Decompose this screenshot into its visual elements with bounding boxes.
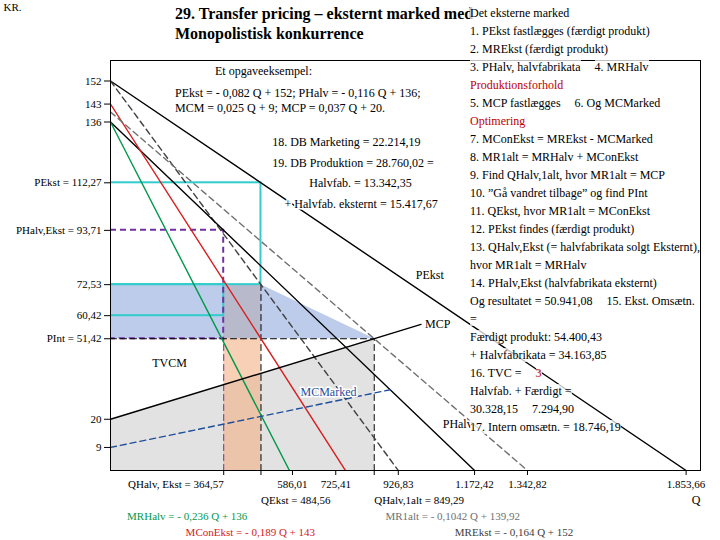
- svg-text:1.172,42: 1.172,42: [455, 478, 494, 490]
- svg-text:72,53: 72,53: [77, 278, 102, 290]
- svg-text:725,41: 725,41: [321, 478, 351, 490]
- html-text:7.294,90: 7.294,90: [532, 402, 574, 416]
- html-text:7. MConEkst = MREkst - MCMarke: 7. MConEkst = MREkst - MCMarked: [470, 132, 653, 146]
- svg-text:+ Halvfab. eksternt = 15.417,6: + Halvfab. eksternt = 15.417,67: [285, 197, 438, 211]
- svg-text:18. DB Marketing = 22.214,19: 18. DB Marketing = 22.214,19: [272, 135, 420, 149]
- html-text:5. MCP fastlægges: 5. MCP fastlægges: [470, 96, 561, 110]
- svg-text:PEkst: PEkst: [416, 268, 445, 282]
- svg-text:1.853,66: 1.853,66: [667, 478, 706, 490]
- html-text:10. ”Gå vandret tilbage” og fi: 10. ”Gå vandret tilbage” og find PInt: [470, 186, 648, 200]
- svg-text:Q: Q: [692, 493, 701, 507]
- svg-text:QHalv, Ekst = 364,57: QHalv, Ekst = 364,57: [128, 478, 224, 490]
- svg-text:20: 20: [91, 413, 103, 425]
- html-text:6. Og MCMarked: 6. Og MCMarked: [574, 96, 661, 110]
- html-text:Færdigt produkt: 54.400,43: Færdigt produkt: 54.400,43: [470, 330, 602, 344]
- svg-text:MRHalv = - 0,236 Q + 136: MRHalv = - 0,236 Q + 136: [127, 510, 248, 522]
- svg-text:MCMarked: MCMarked: [300, 385, 356, 399]
- svg-text:1.342,82: 1.342,82: [508, 478, 547, 490]
- html-text:3: 3: [535, 366, 542, 380]
- svg-text:PInt = 51,42: PInt = 51,42: [47, 332, 102, 344]
- html-text:Og resultatet = 50.941,08: Og resultatet = 50.941,08: [470, 294, 593, 308]
- svg-text:586,01: 586,01: [277, 478, 307, 490]
- svg-text:TVCM: TVCM: [152, 356, 187, 370]
- html-text:Det eksterne marked: Det eksterne marked: [470, 6, 570, 20]
- html-text:Et opgaveeksempel:: Et opgaveeksempel:: [215, 64, 312, 78]
- html-text:12. PEkst findes (færdigt prod: 12. PEkst findes (færdigt produkt): [470, 222, 635, 236]
- svg-text:60,42: 60,42: [77, 309, 102, 321]
- html-text:PEkst = - 0,082 Q + 152; PHalv: PEkst = - 0,082 Q + 152; PHalv = - 0,116…: [175, 86, 421, 115]
- html-text:3. PHalv, halvfabrikata: 3. PHalv, halvfabrikata: [470, 60, 581, 74]
- svg-text:PHalv,Ekst = 93,71: PHalv,Ekst = 93,71: [16, 224, 102, 236]
- svg-text:MCP: MCP: [425, 317, 451, 331]
- html-text:1. PEkst fastlægges (færdigt p: 1. PEkst fastlægges (færdigt produkt): [470, 24, 650, 38]
- html-text:29. Transfer pricing – ekstern: 29. Transfer pricing – eksternt marked m…: [175, 5, 474, 42]
- svg-text:MConEkst = - 0,189 Q + 143: MConEkst = - 0,189 Q + 143: [186, 526, 316, 538]
- svg-text:19. DB Produktion = 28.760,02: 19. DB Produktion = 28.760,02 =: [272, 156, 434, 170]
- html-text:15. Ekst. Omsætn. =: 15. Ekst. Omsætn. =: [470, 294, 695, 326]
- svg-text:136: 136: [85, 116, 102, 128]
- html-text:17. Intern omsætn. = 18.746,19: 17. Intern omsætn. = 18.746,19: [470, 420, 621, 434]
- svg-text:MREkst = - 0,164 Q + 152: MREkst = - 0,164 Q + 152: [455, 526, 573, 538]
- html-text:Produktionsforhold: Produktionsforhold: [470, 78, 564, 92]
- html-text:Halvfab. + Færdigt =: Halvfab. + Færdigt =: [470, 384, 572, 398]
- html-text:9. Find QHalv,1alt, hvor MR1al: 9. Find QHalv,1alt, hvor MR1alt = MCP: [470, 168, 665, 182]
- html-text:Optimering: Optimering: [470, 114, 526, 128]
- svg-text:9: 9: [96, 441, 102, 453]
- svg-text:Halvfab. = 13.342,35: Halvfab. = 13.342,35: [309, 176, 411, 190]
- html-text:8. MR1alt = MRHalv + MConEkst: 8. MR1alt = MRHalv + MConEkst: [470, 150, 639, 164]
- html-text:16. TVC =: 16. TVC =: [470, 366, 522, 380]
- svg-text:143: 143: [85, 98, 102, 110]
- svg-text:KR.: KR.: [4, 1, 22, 13]
- html-text:14. PHalv,Ekst (halvfabrikata: 14. PHalv,Ekst (halvfabrikata eksternt): [470, 276, 657, 290]
- svg-text:MR1alt = - 0,1042 Q + 139,92: MR1alt = - 0,1042 Q + 139,92: [385, 510, 520, 522]
- html-text:13. QHalv,Ekst (= halvfabrikat: 13. QHalv,Ekst (= halvfabrikata solgt Ek…: [470, 240, 700, 272]
- svg-text:QEkst = 484,56: QEkst = 484,56: [261, 494, 331, 506]
- svg-text:QHalv,1alt = 849,29: QHalv,1alt = 849,29: [374, 494, 464, 506]
- svg-text:PEkst = 112,27: PEkst = 112,27: [34, 176, 102, 188]
- svg-text:PHalv: PHalv: [443, 417, 473, 431]
- html-text:11. QEkst, hvor MR1alt = MConE: 11. QEkst, hvor MR1alt = MConEkst: [470, 204, 650, 218]
- html-text:2. MREkst (færdigt produkt): 2. MREkst (færdigt produkt): [470, 42, 608, 56]
- html-text:4. MRHalv: 4. MRHalv: [594, 60, 649, 74]
- svg-text:152: 152: [85, 75, 102, 87]
- svg-text:926,83: 926,83: [383, 478, 414, 490]
- html-text:30.328,15: 30.328,15: [470, 402, 518, 416]
- html-text:+ Halvfabrikata = 34.163,85: + Halvfabrikata = 34.163,85: [470, 348, 607, 362]
